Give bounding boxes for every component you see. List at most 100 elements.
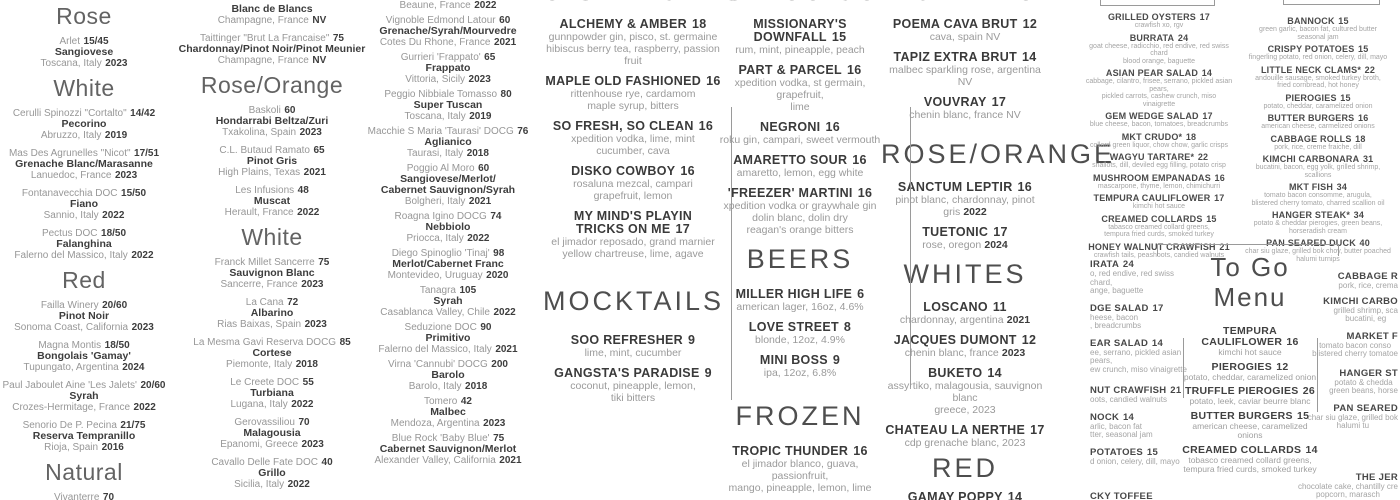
- section-heading: Natural: [45, 459, 123, 485]
- menu-entry: La Mesma Gavi Reserva DOCG 85 Cortese Pie…: [170, 337, 374, 370]
- grape-line: Merlot/Cabernet Franc: [392, 258, 504, 270]
- vintage: NV: [312, 15, 327, 26]
- menu-entry: SO FRESH, SO CLEAN 16 xpedition vodka, li…: [543, 119, 723, 158]
- price: 16: [852, 153, 867, 167]
- price: 17: [993, 225, 1008, 239]
- menu-entry: TUETONIC 17 rose, oregon 2024: [881, 225, 1049, 252]
- dish-desc-line: shallots, dill, deviled egg filling, pot…: [1092, 162, 1226, 169]
- price: 21: [1170, 385, 1182, 396]
- producer-line: Tanagra 105: [419, 285, 477, 296]
- vintage: 2022: [133, 402, 156, 413]
- region-line: Piemonte, Italy 2018: [226, 359, 318, 370]
- wine-name-line: JACQUES DUMONT 12: [893, 333, 1037, 347]
- menu-entry-fragment: DGE SALAD 17 heese, bacon , breadcrumbs: [1090, 302, 1190, 331]
- menu-entry: MUSHROOM EMPANADAS 16 mascarpone, thyme, …: [1085, 173, 1233, 191]
- dish-desc-line: crawfish tails, peashoots, candied walnu…: [1093, 251, 1225, 259]
- region-line: Sonoma Coast, California 2023: [14, 322, 154, 333]
- producer-line: Taittinger "Brut La Francaise" 75: [199, 33, 344, 44]
- vintage: 2022: [131, 250, 154, 261]
- price: 17: [991, 95, 1007, 109]
- region-line: Tupungato, Argentina 2024: [23, 362, 145, 373]
- region-line: Sannio, Italy 2022: [43, 210, 125, 221]
- price: 26: [1302, 385, 1316, 397]
- vintage: 2023: [1001, 347, 1026, 359]
- grape-line: Nebbiolo: [425, 221, 471, 233]
- producer-line: Macchie S Maria 'Taurasi' DOCG 76: [367, 126, 529, 137]
- dish-desc-fragment: potato & chedda green beans, horse: [1329, 377, 1398, 395]
- menu-entry: GANGSTA'S PARADISE 9 coconut, pineapple, …: [543, 367, 723, 405]
- cocktail-desc-line: coconut, pineapple, lemon, tiki bitters: [570, 380, 696, 404]
- menu-entry: MINI BOSS 9 ipa, 12oz, 6.8%: [714, 354, 886, 380]
- menu-entry: Pectus DOC 18/50 Falanghina Falerno del M…: [0, 228, 168, 261]
- producer-line: Franck Millet Sancerre 75: [214, 257, 330, 268]
- producer-line: Roagna Igino DOCG 74: [394, 211, 502, 222]
- vintage: 2023: [301, 439, 324, 450]
- wine-column-reds-bottles: Beaune, France 2022 Vignoble Edmond Latou…: [362, 0, 534, 470]
- section-heading: White: [53, 75, 115, 101]
- vintage: 2022: [493, 307, 516, 318]
- region-line: Lugana, Italy 2022: [230, 399, 314, 410]
- column-divider-rule: [910, 107, 911, 387]
- togo-menu-fragments-right: CABBAGE R pork, rice, crema KIMCHI CARBO…: [1240, 272, 1398, 500]
- vintage: 2016: [101, 442, 124, 453]
- dish-name-line: TEMPURA CAULIFLOWER 16: [1201, 325, 1299, 348]
- menu-entry: JACQUES DUMONT 12 chenin blanc, france 202…: [881, 333, 1049, 360]
- menu-entry: C.L. Butaud Ramato 65 Pinot Gris High Pla…: [170, 145, 374, 178]
- menu-entry: Red: [0, 268, 168, 293]
- menu-entry: SOO REFRESHER 9 lime, mint, cucumber: [543, 334, 723, 360]
- menu-entry: Fontanavecchia DOC 15/50 Fiano Sannio, It…: [0, 188, 168, 221]
- cocktail-name-line: ALCHEMY & AMBER 18: [559, 17, 707, 31]
- cocktail-desc-line: rosaluna mezcal, campari grapefruit, lem…: [573, 178, 693, 202]
- region-line: Beaune, France 2022: [399, 0, 497, 11]
- price: 16: [825, 120, 840, 134]
- grape-line: Grenache Blanc/Marasanne: [15, 158, 153, 170]
- price: 16: [1214, 172, 1225, 183]
- vintage: 2021: [499, 455, 522, 466]
- dish-name-fragment: CKY TOFFEE DDING12: [1090, 491, 1153, 500]
- region-line: Herault, France 2022: [224, 207, 320, 218]
- grape-line: Sangiovese/Merlot/ Cabernet Sauvignon/Sy…: [380, 173, 516, 196]
- menu-entry: MAPLE OLD FASHIONED 16 rittenhouse rye, c…: [543, 74, 723, 113]
- vintage: 2022: [297, 207, 320, 218]
- wine-desc-line: malbec sparkling rose, argentina NV: [889, 64, 1041, 88]
- menu-entry: Gurrieri 'Frappato' 65 Frappato Vittoria,…: [362, 52, 534, 85]
- dish-name-line: PIEROGIES 15: [1285, 92, 1351, 103]
- dish-desc-line: tobasco creamed collard greens, tempura …: [1183, 454, 1317, 474]
- dish-name-fragment: DGE SALAD 17: [1090, 302, 1164, 314]
- cocktail-name-line: MISSIONARY'S DOWNFALL 15: [753, 17, 847, 44]
- price: 15: [1338, 16, 1349, 26]
- grape-line: Pinot Gris: [246, 155, 298, 167]
- dish-name-line: CABBAGE ROLLS 18: [1270, 133, 1366, 144]
- dish-desc-line: mascarpone, thyme, lemon, chimichurri: [1097, 182, 1221, 190]
- menu-entry: Roagna Igino DOCG 74 Nebbiolo Priocca, It…: [362, 211, 534, 244]
- producer-line: Vivanterre 70: [0, 492, 168, 500]
- menu-entry: Rose: [0, 4, 168, 29]
- price: 85: [339, 337, 351, 348]
- menu-entry: ROSE/ORANGE: [881, 139, 1112, 169]
- dish-name-line: TEMPURA CAULIFLOWER 17: [1093, 193, 1225, 203]
- vintage: 2021: [493, 37, 517, 48]
- cocktail-desc-line: rittenhouse rye, cardamom maple syrup, b…: [570, 88, 696, 112]
- menu-entry: Baskoli 60 Hondarrabi Beltza/Zuri Txakoli…: [170, 105, 374, 138]
- producer-line: Arlet 15/45: [59, 36, 109, 47]
- cocktail-name-line: SO FRESH, SO CLEAN 16: [552, 119, 714, 133]
- price: 18: [691, 17, 707, 31]
- region-line: Champagne, France NV: [217, 15, 327, 26]
- section-heading: BEERS: [746, 244, 854, 274]
- section-heading: RED: [931, 453, 998, 483]
- togo-menu-column: To Go Menu TEMPURA CAULIFLOWER 16 kimchi …: [1180, 252, 1320, 500]
- dish-desc-line: potato, leek, caviar beurre blanc: [1189, 396, 1311, 406]
- dish-name-line: HONEY WALNUT CRAWFISH 21: [1088, 241, 1230, 252]
- menu-entry: LITTLE NECK CLAMS* 22 andouille sausage, …: [1243, 65, 1393, 90]
- menu-entry: TRUFFLE PIEROGIES 26 potato, leek, caviar…: [1180, 386, 1320, 407]
- price: 14/42: [130, 108, 156, 119]
- menu-entry: Blue Rock 'Baby Blue' 75 Cabernet Sauvign…: [362, 433, 534, 466]
- vintage: 2022: [474, 0, 497, 11]
- cocktail-name-line: MAPLE OLD FASHIONED 16: [545, 74, 721, 88]
- wine-name-line: POEMA CAVA BRUT 12: [892, 17, 1038, 31]
- dish-desc-line: potato & cheddar pierogies, green beans,…: [1253, 220, 1383, 235]
- price: 16: [680, 164, 695, 178]
- wine-column-sparkling-roseorange-white: Blanc de Blancs Champagne, France NV Tait…: [170, 0, 374, 500]
